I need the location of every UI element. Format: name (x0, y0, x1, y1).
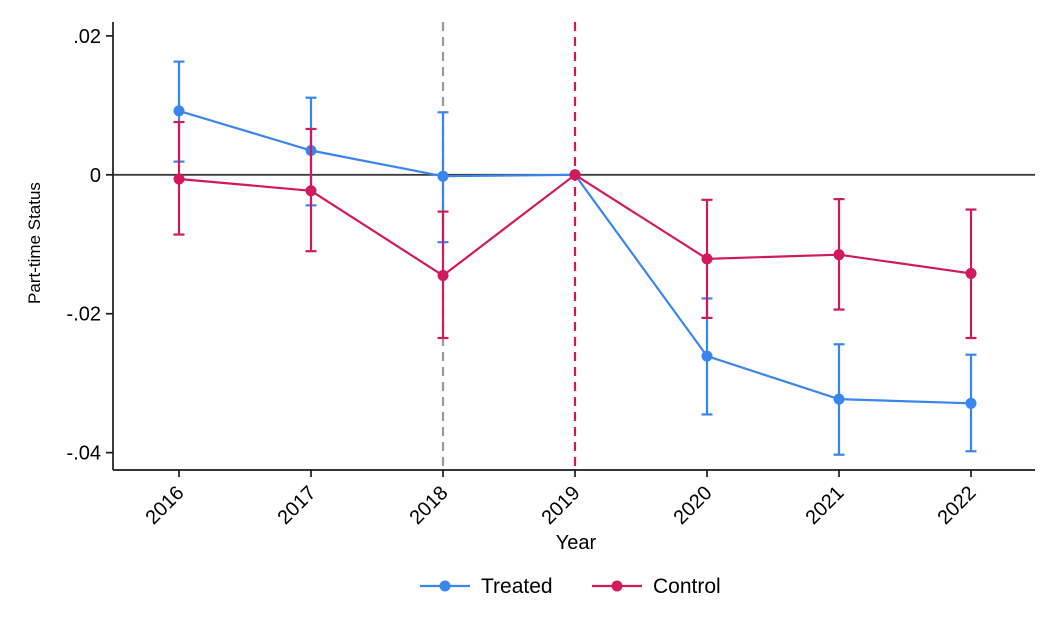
legend-label-treated: Treated (481, 575, 553, 598)
y-axis-title: Part-time Status (25, 182, 44, 304)
control-point-2017 (305, 185, 317, 197)
treated-point-2020 (701, 350, 713, 362)
control-point-2021 (833, 249, 845, 261)
x-tick-label: 2017 (274, 482, 321, 529)
legend: Treated Control (420, 575, 721, 598)
control-point-2018 (437, 270, 449, 282)
control-point-2019 (569, 169, 581, 181)
x-axis-title: Year (556, 532, 597, 554)
legend-swatch-treated-marker-icon (439, 580, 451, 592)
x-tick-label: 2022 (934, 482, 981, 529)
legend-item-treated: Treated (420, 575, 553, 598)
control-point-2020 (701, 253, 713, 265)
series-control (173, 120, 977, 340)
control-point-2022 (965, 267, 977, 279)
treated-point-2016 (173, 105, 185, 117)
x-tick-label: 2019 (538, 482, 585, 529)
y-tick-label: -.04 (67, 443, 101, 465)
x-tick-label: 2020 (670, 482, 717, 529)
legend-item-control: Control (592, 575, 721, 598)
y-tick-label: 0 (90, 165, 101, 187)
x-tick-label: 2021 (802, 482, 849, 529)
x-tick-label: 2016 (142, 482, 189, 529)
chart-layers: .02 0 -.02 -.04 2016 2017 2018 2019 2020 2021 2022 (67, 22, 1035, 529)
y-tick-label: .02 (73, 26, 101, 48)
legend-label-control: Control (653, 575, 721, 598)
treated-point-2022 (965, 397, 977, 409)
y-tick-label: -.02 (67, 304, 101, 326)
control-point-2016 (173, 173, 185, 185)
legend-swatch-control-marker-icon (611, 580, 623, 592)
x-tick-label: 2018 (406, 482, 453, 529)
treated-point-2021 (833, 393, 845, 405)
treated-point-2018 (437, 170, 449, 182)
